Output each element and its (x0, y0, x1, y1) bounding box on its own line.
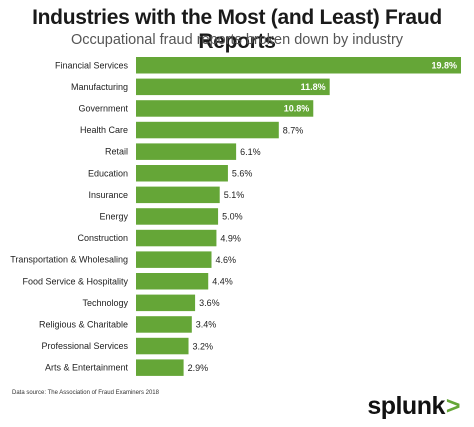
category-label: Government (78, 103, 128, 113)
bar (136, 165, 228, 182)
category-label: Education (88, 168, 128, 178)
data-source-note: Data source: The Association of Fraud Ex… (12, 390, 159, 396)
bar (136, 100, 314, 117)
value-label: 3.2% (193, 341, 214, 351)
chart-title: Industries with the Most (and Least) Fra… (32, 6, 442, 53)
category-label: Insurance (88, 190, 128, 200)
category-label: Professional Services (41, 341, 128, 351)
bar (136, 143, 237, 160)
value-label: 2.9% (188, 363, 209, 373)
value-label: 5.1% (224, 190, 245, 200)
category-label: Financial Services (55, 60, 129, 70)
bar (136, 186, 220, 204)
value-label: 4.4% (212, 276, 233, 286)
bar (136, 359, 184, 376)
category-label: Construction (77, 233, 128, 243)
bar (136, 78, 330, 96)
bar (136, 229, 217, 247)
category-label: Food Service & Hospitality (22, 276, 128, 286)
category-label: Energy (99, 211, 128, 221)
bar (136, 57, 461, 74)
chevron-right-icon: > (445, 392, 461, 420)
category-label: Retail (105, 147, 128, 157)
value-label: 3.4% (196, 320, 217, 330)
category-label: Transportation & Wholesaling (10, 255, 128, 265)
value-label: 8.7% (283, 125, 304, 135)
bar (136, 208, 219, 225)
category-label: Religious & Charitable (39, 319, 128, 329)
value-label: 5.6% (232, 168, 253, 178)
chart-subtitle: Occupational fraud reports broken down b… (70, 32, 404, 48)
value-label: 6.1% (240, 147, 261, 157)
category-label: Manufacturing (71, 82, 128, 92)
value-label: 10.8% (284, 104, 310, 114)
bar (136, 337, 189, 355)
category-label: Technology (82, 298, 128, 308)
bar (136, 273, 209, 290)
value-label: 3.6% (199, 298, 220, 308)
value-label: 5.0% (222, 212, 243, 222)
value-label: 19.8% (431, 60, 457, 70)
value-label: 4.9% (220, 233, 241, 243)
bar (136, 121, 279, 139)
bar (136, 316, 192, 333)
value-label: 4.6% (216, 255, 237, 265)
logo-text: splunk (367, 392, 445, 420)
bar (136, 294, 196, 312)
bar (136, 251, 212, 268)
category-label: Health Care (80, 125, 128, 135)
category-label: Arts & Entertainment (45, 363, 129, 373)
splunk-logo: splunk> (367, 392, 460, 421)
value-label: 11.8% (301, 82, 326, 92)
